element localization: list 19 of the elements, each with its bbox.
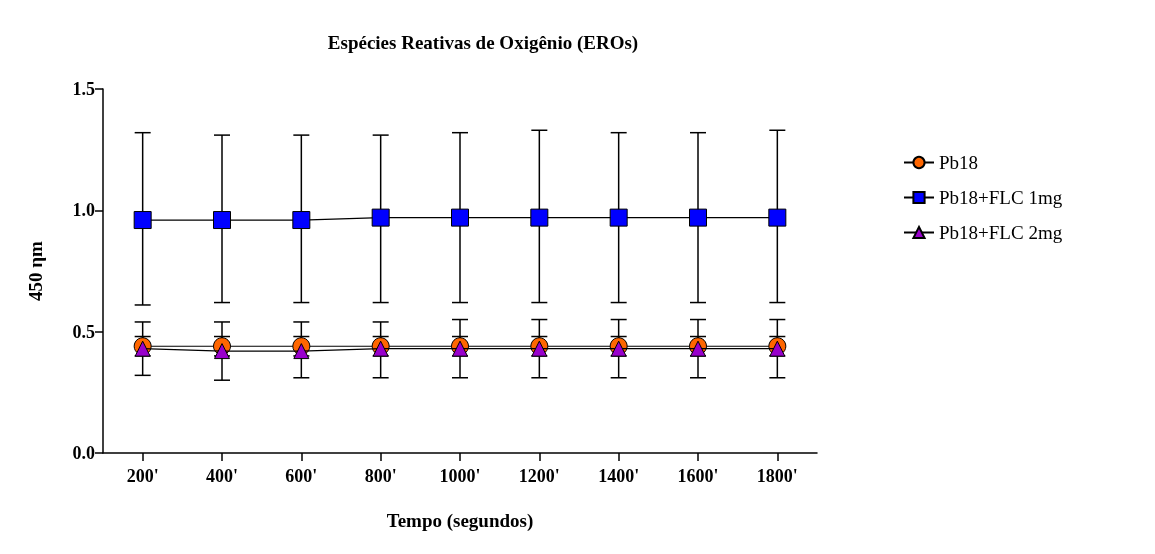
x-tick-label: 400' — [205, 466, 239, 486]
x-axis-title: Tempo (segundos) — [386, 510, 534, 532]
x-tick-label: 600' — [285, 466, 318, 486]
x-tick-label: 200' — [126, 466, 159, 486]
chart-title: Espécies Reativas de Oxigênio (EROs) — [327, 32, 639, 54]
legend-label: Pb18+FLC 2mg — [939, 222, 1063, 243]
y-tick-label: 1.5 — [72, 79, 95, 99]
x-tick-label: 1000' — [439, 466, 481, 486]
y-tick-label: 0.0 — [72, 443, 95, 463]
legend-label: Pb18+FLC 1mg — [939, 187, 1063, 208]
x-tick-label: 1600' — [677, 466, 719, 486]
x-tick-label: 1200' — [518, 466, 560, 486]
y-tick-label: 0.5 — [72, 321, 95, 342]
y-axis-title: 450 ηm — [25, 240, 46, 301]
x-tick-label: 1400' — [598, 466, 640, 486]
x-tick-label: 800' — [364, 466, 397, 486]
y-tick-label: 1.0 — [72, 200, 95, 221]
x-tick-label: 1800' — [756, 466, 798, 486]
legend-label: Pb18 — [939, 152, 979, 173]
